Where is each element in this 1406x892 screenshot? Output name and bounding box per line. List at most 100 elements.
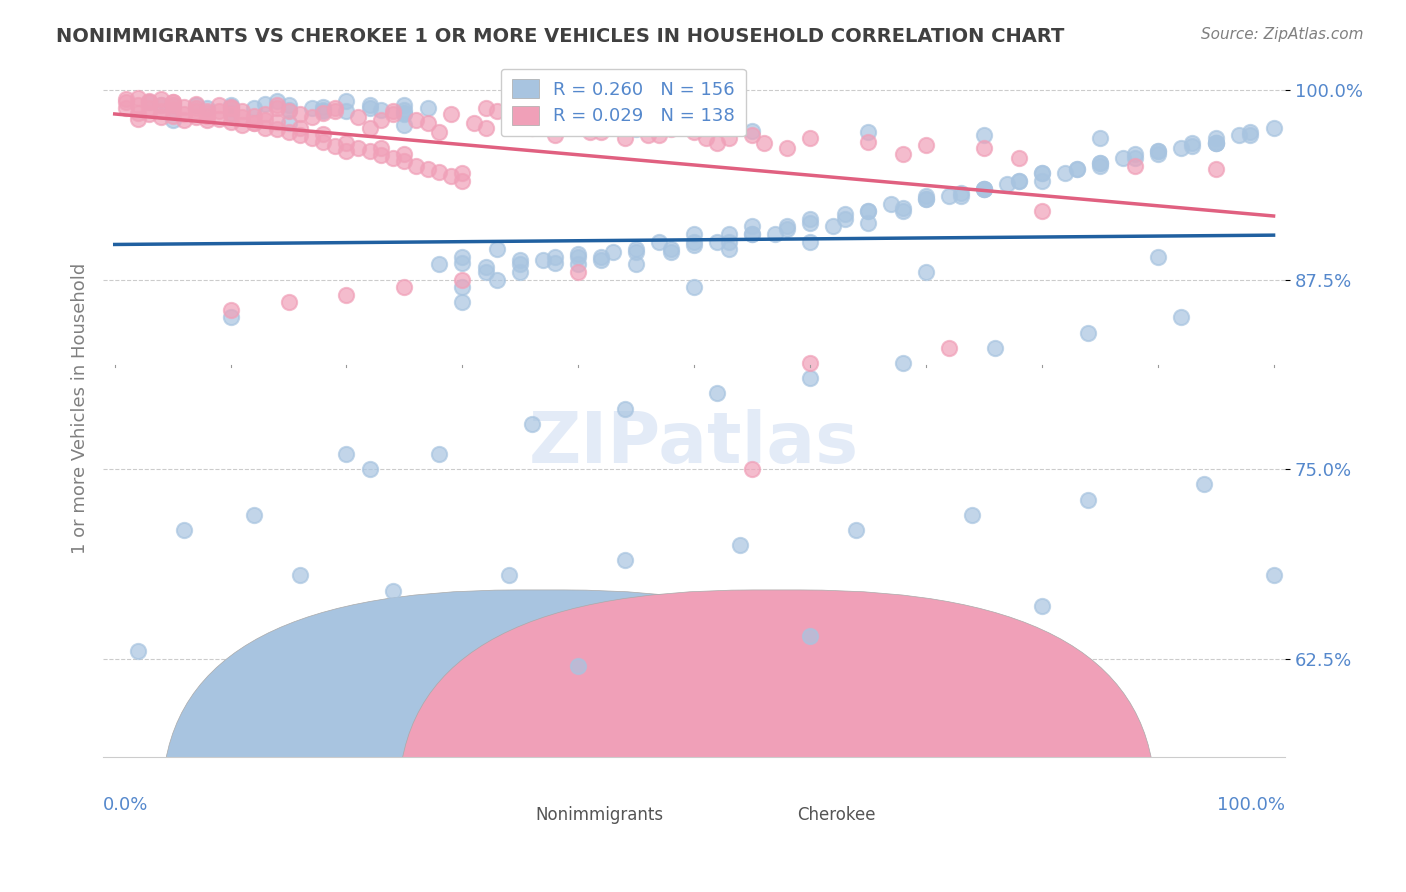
Point xyxy=(394,107,416,121)
Point xyxy=(799,211,821,226)
Point xyxy=(277,103,299,117)
Point xyxy=(776,140,799,154)
Point xyxy=(266,94,288,108)
Point xyxy=(613,131,636,145)
Point xyxy=(451,272,474,286)
Point xyxy=(197,113,219,128)
Point xyxy=(347,110,370,124)
Point xyxy=(370,140,392,154)
Point xyxy=(659,242,682,256)
Point xyxy=(335,94,357,108)
Text: 100.0%: 100.0% xyxy=(1218,796,1285,814)
Point xyxy=(405,159,427,173)
Point xyxy=(567,250,589,264)
Point xyxy=(394,154,416,169)
Point xyxy=(624,120,647,134)
Point xyxy=(845,523,868,537)
Text: NONIMMIGRANTS VS CHEROKEE 1 OR MORE VEHICLES IN HOUSEHOLD CORRELATION CHART: NONIMMIGRANTS VS CHEROKEE 1 OR MORE VEHI… xyxy=(56,27,1064,45)
Point xyxy=(184,110,207,124)
Point xyxy=(277,104,299,119)
Point xyxy=(520,120,543,135)
Point xyxy=(1146,144,1168,158)
Point xyxy=(486,104,509,119)
Point xyxy=(440,107,463,121)
Point xyxy=(127,105,149,120)
Point xyxy=(567,659,589,673)
Point xyxy=(162,113,184,128)
Point xyxy=(1077,492,1099,507)
Point xyxy=(381,107,404,121)
Point xyxy=(254,120,277,135)
Point xyxy=(1181,139,1204,153)
Point xyxy=(370,113,392,128)
Point xyxy=(197,109,219,123)
Point xyxy=(591,125,613,139)
Point xyxy=(208,98,231,112)
Point xyxy=(323,139,346,153)
Point xyxy=(115,101,138,115)
Point xyxy=(695,131,717,145)
Point xyxy=(138,95,160,109)
Point xyxy=(231,104,253,119)
Point xyxy=(509,257,531,271)
Point xyxy=(173,113,195,128)
Point xyxy=(115,95,138,109)
Point xyxy=(451,295,474,310)
Point xyxy=(162,109,184,123)
Point xyxy=(394,105,416,120)
Point xyxy=(416,161,439,176)
Point xyxy=(555,113,578,128)
Point xyxy=(359,462,381,476)
Point xyxy=(451,174,474,188)
Point xyxy=(1205,136,1227,150)
Point xyxy=(162,98,184,112)
Point xyxy=(150,104,173,119)
Point xyxy=(741,124,763,138)
Point xyxy=(451,280,474,294)
Point xyxy=(427,447,450,461)
Text: Nonimmigrants: Nonimmigrants xyxy=(536,806,664,824)
Point xyxy=(533,252,555,267)
Point xyxy=(1239,128,1261,143)
Point xyxy=(1205,136,1227,150)
Point xyxy=(150,110,173,124)
Point xyxy=(219,310,242,325)
Point xyxy=(127,90,149,104)
Point xyxy=(544,128,567,143)
Point xyxy=(1066,161,1088,176)
Text: ZIPatlas: ZIPatlas xyxy=(529,409,859,478)
Point xyxy=(949,186,972,200)
Point xyxy=(451,166,474,180)
Point xyxy=(231,110,253,124)
Point xyxy=(219,98,242,112)
Point xyxy=(915,192,938,206)
Point xyxy=(184,104,207,119)
Text: 0.0%: 0.0% xyxy=(103,796,149,814)
Point xyxy=(1123,146,1146,161)
Point xyxy=(173,100,195,114)
Point xyxy=(509,120,531,134)
Point xyxy=(1123,151,1146,165)
Point xyxy=(973,128,995,143)
Point xyxy=(706,136,728,150)
Point xyxy=(591,116,613,130)
Point xyxy=(254,113,277,128)
Point xyxy=(1053,166,1076,180)
Point xyxy=(891,356,914,370)
Point xyxy=(197,104,219,119)
Point xyxy=(624,257,647,271)
Point xyxy=(405,113,427,128)
Point xyxy=(219,302,242,317)
Point xyxy=(624,245,647,260)
Point xyxy=(219,115,242,129)
Point xyxy=(823,219,845,234)
Point xyxy=(359,144,381,158)
Point xyxy=(1088,155,1111,169)
Point xyxy=(162,103,184,117)
Point xyxy=(266,122,288,136)
Text: Cherokee: Cherokee xyxy=(797,806,876,824)
Point xyxy=(440,169,463,184)
Point xyxy=(208,104,231,119)
Point xyxy=(520,417,543,431)
Point xyxy=(579,125,602,139)
